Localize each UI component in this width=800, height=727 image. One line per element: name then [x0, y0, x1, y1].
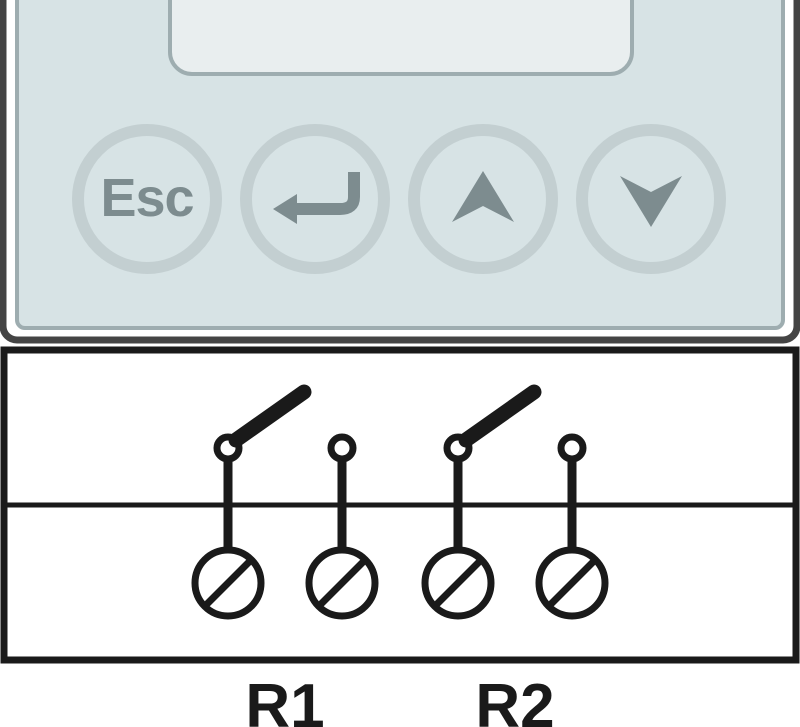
esc-button[interactable]: Esc	[78, 130, 216, 268]
relay-r2-terminal-a	[425, 550, 491, 616]
down-button[interactable]	[582, 130, 720, 268]
relay-r2-switch-arm	[466, 392, 534, 440]
relay-r1-label: R1	[245, 672, 324, 727]
display-window	[170, 0, 632, 74]
device-diagram: Esc R1 R2	[0, 0, 800, 727]
relay-r2-terminal-b	[539, 550, 605, 616]
esc-label: Esc	[100, 168, 193, 228]
relay-r2-label: R2	[475, 672, 554, 727]
enter-button[interactable]	[246, 130, 384, 268]
relay-r1-switch-arm	[236, 392, 304, 440]
relay-r1-terminal-b	[309, 550, 375, 616]
up-button[interactable]	[414, 130, 552, 268]
relay-r1-terminal-a	[195, 550, 261, 616]
